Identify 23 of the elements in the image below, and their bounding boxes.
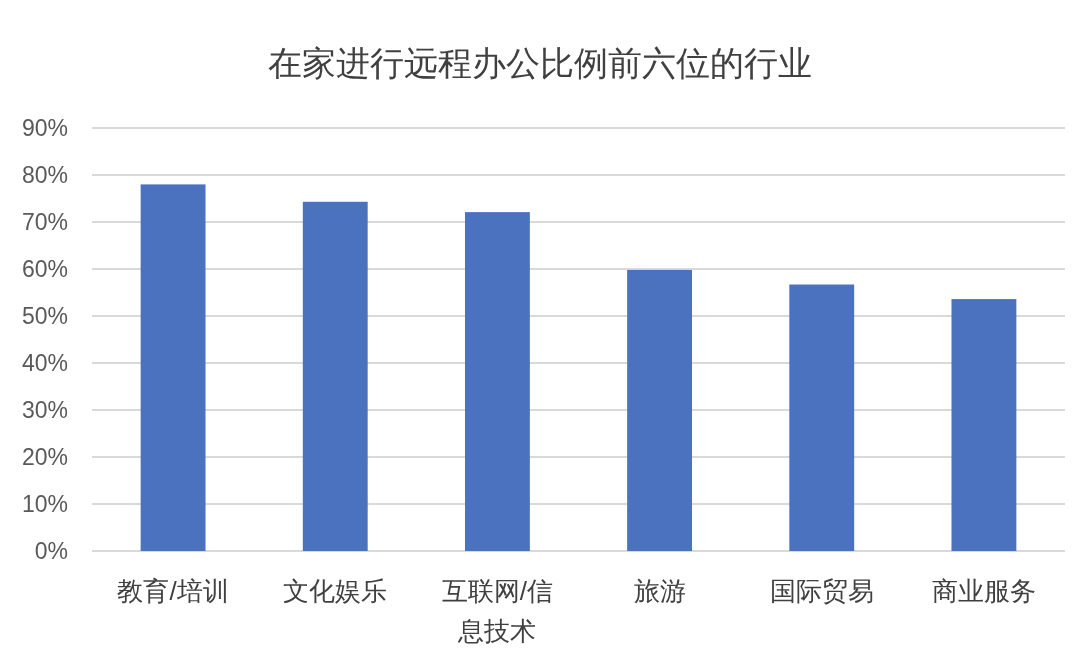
y-tick-label: 80% bbox=[21, 162, 68, 188]
chart-title: 在家进行远程办公比例前六位的行业 bbox=[268, 44, 812, 82]
y-tick-label: 60% bbox=[21, 256, 68, 282]
y-tick-label: 10% bbox=[21, 491, 68, 517]
x-tick-label: 文化娱乐 bbox=[283, 576, 388, 606]
bar bbox=[789, 284, 855, 551]
y-tick-label: 30% bbox=[21, 397, 68, 423]
bar bbox=[951, 299, 1017, 551]
bar bbox=[140, 184, 206, 551]
bar bbox=[464, 212, 530, 551]
y-tick-label: 70% bbox=[21, 209, 68, 235]
y-tick-label: 0% bbox=[34, 538, 68, 564]
bar bbox=[302, 201, 368, 551]
x-tick-label: 教育/培训 bbox=[117, 576, 229, 606]
x-tick-label: 互联网/信息技术 bbox=[441, 576, 554, 646]
y-tick-label: 20% bbox=[21, 444, 68, 470]
y-tick-label: 90% bbox=[21, 115, 68, 141]
bar bbox=[627, 269, 693, 551]
x-tick-label: 国际贸易 bbox=[769, 576, 874, 606]
y-tick-label: 50% bbox=[21, 303, 68, 329]
y-tick-label: 40% bbox=[21, 350, 68, 376]
x-tick-label: 商业服务 bbox=[931, 576, 1036, 606]
x-tick-label: 旅游 bbox=[633, 576, 686, 606]
